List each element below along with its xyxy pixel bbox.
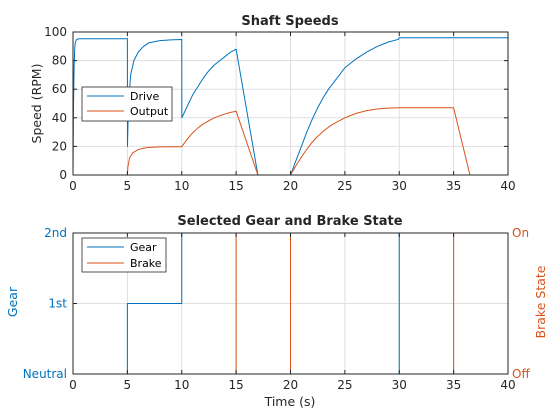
x-tick-label: 5 xyxy=(124,179,132,193)
y-tick-label: Neutral xyxy=(23,367,67,381)
y-axis-label-right-bottom: Brake State xyxy=(533,265,548,338)
y-tick-label: 2nd xyxy=(44,226,67,240)
legend-top: Drive Output xyxy=(82,87,172,121)
x-tick-label: 5 xyxy=(124,378,132,392)
x-tick-label: 20 xyxy=(283,179,298,193)
y-tick-label: 80 xyxy=(52,54,67,68)
y-tick-label: 60 xyxy=(52,82,67,96)
x-tick-label: 35 xyxy=(446,179,461,193)
chart-title-bottom: Selected Gear and Brake State xyxy=(177,214,402,229)
legend-label-brake: Brake xyxy=(130,257,162,270)
legend-label-drive: Drive xyxy=(130,90,160,103)
y-tick-label: 1st xyxy=(48,297,67,311)
x-tick-label: 35 xyxy=(446,378,461,392)
x-tick-label: 10 xyxy=(174,378,189,392)
x-tick-label: 15 xyxy=(228,179,243,193)
x-tick-label: 15 xyxy=(228,378,243,392)
shaft-speeds-axes: 0 5 10 15 20 25 30 35 40 0 20 40 60 80 100 Shaft Spee… xyxy=(29,14,516,193)
y-tick-label: 40 xyxy=(52,111,67,125)
x-axis-label-bottom: Time (s) xyxy=(264,394,316,409)
x-tick-label: 0 xyxy=(69,179,77,193)
x-tick-label: 0 xyxy=(69,378,77,392)
y-axis-label-left-bottom: Gear xyxy=(5,286,20,317)
y-tick-label-right: Off xyxy=(512,367,530,381)
y-tick-label: 20 xyxy=(52,139,67,153)
legend-label-gear: Gear xyxy=(130,241,157,254)
x-tick-label: 30 xyxy=(392,378,407,392)
x-tick-label: 30 xyxy=(392,179,407,193)
y-axis-label-top: Speed (RPM) xyxy=(29,64,44,144)
legend-label-output: Output xyxy=(130,105,169,118)
x-tick-label: 40 xyxy=(500,179,515,193)
x-tick-label: 25 xyxy=(337,179,352,193)
x-tick-label: 25 xyxy=(337,378,352,392)
chart-title-top: Shaft Speeds xyxy=(241,14,338,29)
legend-bottom: Gear Brake xyxy=(82,238,166,272)
y-tick-label: 100 xyxy=(44,25,67,39)
y-ticks-bottom: Neutral 1st 2nd xyxy=(23,226,77,381)
y-tick-label: 0 xyxy=(59,168,67,182)
x-tick-label: 20 xyxy=(283,378,298,392)
x-tick-label: 10 xyxy=(174,179,189,193)
y-tick-label-right: On xyxy=(512,226,529,240)
